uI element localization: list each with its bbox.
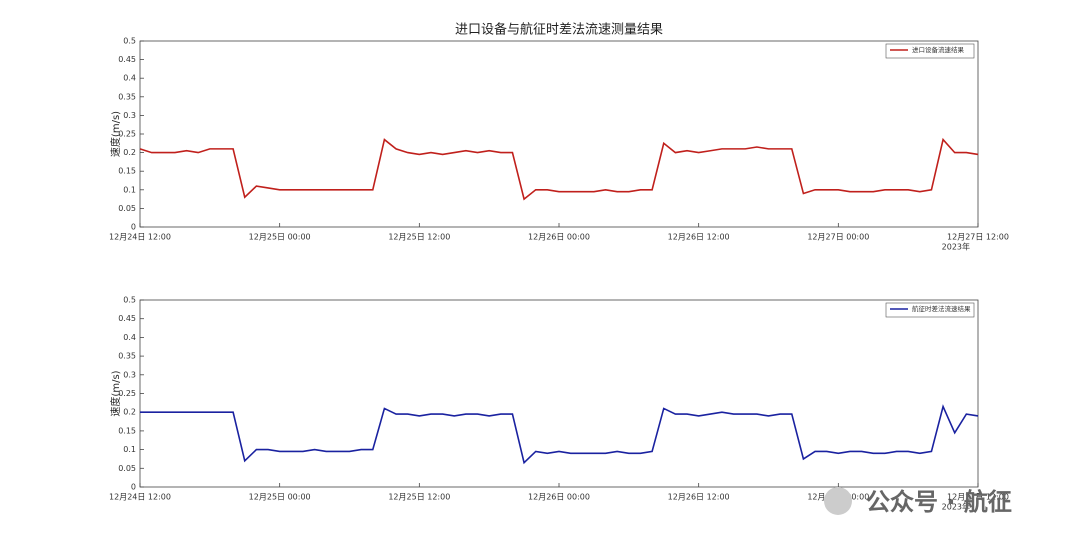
y-tick-label: 0.2 (123, 408, 136, 417)
y-tick-label: 0.45 (118, 55, 136, 64)
y-tick-label: 0.1 (123, 445, 136, 454)
x-tick-label: 12月25日 12:00 (388, 493, 450, 502)
x-tick-label: 12月26日 00:00 (528, 233, 590, 242)
x-tick-label: 12月27日 12:00 (947, 493, 1009, 502)
y-axis-label: 速度(m/s) (109, 111, 122, 157)
y-tick-label: 0.4 (123, 74, 136, 83)
y-tick-label: 0.1 (123, 185, 136, 194)
y-tick-label: 0.5 (123, 296, 136, 305)
legend-box (885, 302, 975, 318)
x-tick-label: 12月25日 00:00 (249, 233, 311, 242)
x-year-label: 2023年 (942, 242, 970, 252)
watermark-icon (824, 487, 852, 515)
y-tick-label: 0.25 (118, 130, 136, 139)
y-tick-label: 0 (131, 223, 136, 232)
x-tick-label: 12月24日 12:00 (109, 233, 171, 242)
legend-label: 进口设备流速结果 (912, 45, 965, 54)
series-line (140, 404, 979, 465)
x-tick-label: 12月25日 12:00 (388, 233, 450, 242)
y-tick-label: 0.05 (118, 204, 136, 213)
x-tick-label: 12月24日 12:00 (109, 493, 171, 502)
x-tick-label: 12月26日 12:00 (668, 493, 730, 502)
x-tick-label: 12月27日 00:00 (807, 233, 869, 242)
legend-box (885, 43, 975, 59)
y-tick-label: 0.5 (123, 37, 136, 46)
y-tick-label: 0.3 (123, 370, 136, 379)
y-tick-label: 0.35 (118, 92, 136, 101)
y-tick-label: 0.15 (118, 167, 136, 176)
chart-title: 进口设备与航征时差法流速测量结果 (455, 22, 663, 38)
x-tick-label: 12月25日 00:00 (249, 493, 311, 502)
watermark: 公众号 · 航征 (866, 488, 1012, 516)
x-tick-label: 12月27日 12:00 (947, 233, 1009, 242)
y-tick-label: 0.45 (118, 314, 136, 323)
legend-label: 航征时差法流速结果 (912, 304, 971, 313)
x-year-label: 2023年 (942, 502, 970, 512)
y-tick-label: 0.2 (123, 148, 136, 157)
x-tick-label: 12月26日 00:00 (528, 493, 590, 502)
series-line (139, 137, 979, 201)
x-tick-label: 12月26日 12:00 (668, 233, 730, 242)
y-tick-label: 0.3 (123, 111, 136, 120)
y-tick-label: 0 (131, 483, 136, 492)
y-axis-label: 速度(m/s) (109, 370, 122, 416)
y-tick-label: 0.35 (118, 352, 136, 361)
y-tick-label: 0.05 (118, 464, 136, 473)
y-tick-label: 0.25 (118, 389, 136, 398)
y-tick-label: 0.15 (118, 426, 136, 435)
y-tick-label: 0.4 (123, 333, 136, 342)
